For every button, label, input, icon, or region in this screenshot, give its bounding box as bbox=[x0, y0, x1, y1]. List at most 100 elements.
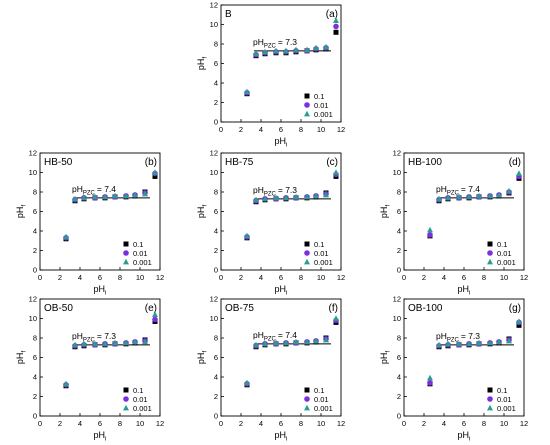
y-tick-label: 2 bbox=[214, 246, 218, 255]
x-tick-label: 4 bbox=[442, 273, 446, 282]
series-0.1 bbox=[63, 318, 158, 389]
x-tick-label: 6 bbox=[279, 125, 283, 134]
x-tick-label: 0 bbox=[38, 273, 42, 282]
x-tick-label: 4 bbox=[78, 419, 82, 428]
series-0.001 bbox=[63, 169, 158, 240]
data-point bbox=[283, 194, 289, 201]
pzc-value: = 7.3 bbox=[278, 185, 297, 195]
legend-marker bbox=[123, 396, 129, 402]
legend-label: 0.001 bbox=[314, 404, 333, 413]
data-point bbox=[63, 380, 69, 387]
pzc-annotation: pHPZC = 7.3 bbox=[72, 331, 116, 344]
data-point bbox=[506, 337, 512, 344]
x-tick-label: 0 bbox=[219, 125, 223, 134]
data-point bbox=[304, 338, 310, 345]
sample-name: B bbox=[225, 9, 232, 20]
pzc-value: = 7.4 bbox=[278, 330, 297, 340]
legend-marker bbox=[123, 404, 129, 411]
legend-marker bbox=[304, 250, 310, 256]
y-axis-label-sub: f bbox=[202, 57, 209, 59]
data-point bbox=[152, 316, 158, 323]
y-tick-label: 0 bbox=[397, 266, 401, 275]
x-tick-label: 2 bbox=[422, 419, 426, 428]
legend: 0.10.010.001 bbox=[487, 240, 516, 267]
pzc-subscript: PZC bbox=[447, 190, 460, 196]
y-tick-label: 2 bbox=[33, 392, 37, 401]
y-tick-label: 4 bbox=[33, 227, 37, 236]
x-axis-label-main: pH bbox=[275, 136, 287, 146]
data-point bbox=[102, 340, 108, 347]
y-axis-label-main: pH bbox=[15, 207, 25, 219]
legend-label: 0.01 bbox=[133, 395, 148, 404]
sample-name: OB-50 bbox=[44, 303, 73, 314]
series-0.01 bbox=[63, 170, 158, 241]
x-axis-label-sub: i bbox=[286, 436, 287, 443]
y-tick-label: 8 bbox=[397, 334, 401, 343]
x-axis-label-main: pH bbox=[458, 284, 470, 294]
pzc-annotation: pHPZC = 7.4 bbox=[436, 184, 480, 197]
data-point bbox=[333, 169, 339, 175]
y-tick-label: 12 bbox=[210, 295, 218, 304]
legend-marker bbox=[123, 250, 129, 256]
legend-marker bbox=[123, 387, 129, 393]
legend-marker bbox=[487, 241, 493, 247]
y-tick-label: 0 bbox=[214, 118, 218, 127]
legend-marker bbox=[487, 250, 493, 256]
pzc-annotation: pHPZC = 7.3 bbox=[253, 185, 297, 198]
data-point bbox=[293, 46, 299, 53]
series-0.01 bbox=[244, 23, 339, 96]
pzc-value: = 7.4 bbox=[97, 184, 116, 194]
data-point bbox=[516, 170, 522, 176]
x-tick-label: 12 bbox=[337, 419, 345, 428]
x-tick-label: 2 bbox=[422, 273, 426, 282]
y-axis-label: pHf bbox=[379, 205, 392, 219]
legend-label: 0.001 bbox=[314, 258, 333, 267]
y-tick-label: 2 bbox=[33, 246, 37, 255]
x-axis-label-sub: i bbox=[469, 290, 470, 297]
y-tick-label: 12 bbox=[393, 149, 401, 158]
x-tick-label: 0 bbox=[402, 273, 406, 282]
data-point bbox=[262, 195, 268, 202]
x-tick-label: 0 bbox=[219, 273, 223, 282]
x-tick-label: 6 bbox=[98, 419, 102, 428]
panel-label: (d) bbox=[509, 157, 521, 168]
legend-label: 0.001 bbox=[133, 258, 152, 267]
y-axis-label-sub: f bbox=[202, 351, 209, 353]
x-tick-label: 12 bbox=[156, 419, 164, 428]
y-axis-label-main: pH bbox=[196, 59, 206, 71]
data-point bbox=[323, 191, 329, 198]
legend-label: 0.1 bbox=[497, 386, 507, 395]
x-tick-label: 6 bbox=[279, 419, 283, 428]
legend-label: 0.1 bbox=[133, 386, 143, 395]
legend-label: 0.01 bbox=[314, 249, 329, 258]
x-tick-label: 8 bbox=[299, 273, 303, 282]
x-tick-label: 8 bbox=[118, 273, 122, 282]
data-point bbox=[313, 337, 319, 344]
x-tick-label: 12 bbox=[337, 125, 345, 134]
x-axis-label-main: pH bbox=[458, 430, 470, 440]
data-point bbox=[333, 315, 339, 321]
x-tick-label: 4 bbox=[442, 419, 446, 428]
panel-label: (e) bbox=[145, 303, 157, 314]
y-tick-label: 10 bbox=[393, 314, 401, 323]
data-point bbox=[333, 17, 339, 23]
data-point bbox=[244, 88, 250, 95]
legend-label: 0.001 bbox=[497, 404, 516, 413]
data-point bbox=[142, 190, 148, 197]
legend-marker bbox=[487, 396, 493, 402]
series-0.001 bbox=[244, 315, 339, 386]
y-tick-label: 6 bbox=[33, 207, 37, 216]
x-tick-label: 12 bbox=[520, 419, 528, 428]
y-axis-label-sub: f bbox=[21, 351, 28, 353]
y-tick-label: 0 bbox=[397, 412, 401, 421]
x-tick-label: 4 bbox=[78, 273, 82, 282]
y-axis-label: pHf bbox=[15, 351, 28, 365]
data-point bbox=[132, 338, 138, 345]
data-point bbox=[427, 226, 433, 233]
y-tick-label: 10 bbox=[210, 20, 218, 29]
panel-label: (a) bbox=[326, 9, 338, 20]
x-tick-label: 10 bbox=[317, 125, 325, 134]
